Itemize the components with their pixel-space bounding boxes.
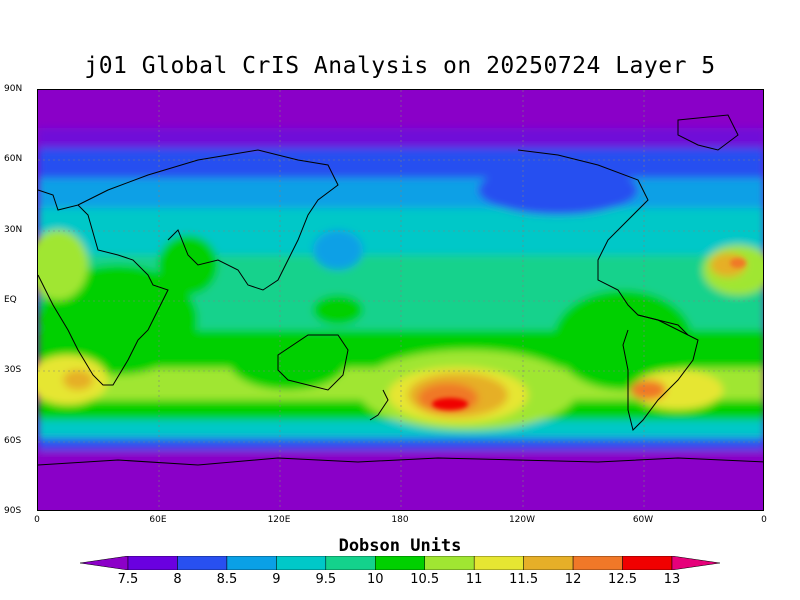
lon-label-120e: 120E — [267, 515, 291, 525]
colorbar-swatch — [325, 556, 376, 570]
lat-label-90n: 90N — [4, 84, 23, 94]
lat-label-60s: 60S — [4, 436, 22, 446]
colorbar-swatch — [127, 556, 178, 570]
lon-label-60e: 60E — [149, 515, 167, 525]
colorbar-tick-label: 9.5 — [315, 572, 337, 587]
colorbar-tick-label: 11.5 — [509, 572, 539, 587]
colorbar-swatch — [375, 556, 425, 570]
colorbar-swatch — [424, 556, 475, 570]
colorbar-tick-label: 12 — [564, 572, 582, 587]
colorbar-tick-label: 7.5 — [117, 572, 139, 587]
colorbar-swatch — [622, 556, 673, 570]
colorbar-swatch — [177, 556, 228, 570]
coastlines — [38, 114, 763, 466]
colorbar-arrow-high — [671, 556, 720, 570]
colorbar-tick-label: 13 — [663, 572, 681, 587]
lat-label-60n: 60N — [4, 154, 23, 164]
colorbar-tick-label: 10.5 — [410, 572, 440, 587]
colorbar-tick-label: 12.5 — [608, 572, 637, 587]
colorbar-tick-label: 8 — [173, 572, 182, 587]
lon-label-0-right: 0 — [761, 515, 767, 525]
colorbar-swatch — [572, 556, 623, 570]
lon-label-120w: 120W — [508, 515, 536, 525]
colorbar-swatch — [276, 556, 327, 570]
lon-label-0-left: 0 — [34, 515, 40, 525]
units-label: Dobson Units — [338, 536, 462, 556]
map-title: j01 Global CrIS Analysis on 20250724 Lay… — [84, 53, 716, 79]
lon-label-60w: 60W — [632, 515, 654, 525]
lat-label-eq: EQ — [4, 295, 17, 305]
colorbar — [80, 556, 720, 570]
colorbar-swatch — [226, 556, 277, 570]
lat-label-30n: 30N — [4, 225, 23, 235]
lon-label-180: 180 — [391, 515, 409, 525]
colorbar-tick-label: 8.5 — [216, 572, 238, 587]
lat-label-90s: 90S — [4, 506, 22, 516]
colorbar-tick-label: 10 — [366, 572, 384, 587]
colorbar-tick-label: 9 — [272, 572, 281, 587]
lat-label-30s: 30S — [4, 365, 22, 375]
ozone-field — [38, 90, 763, 510]
colorbar-arrow-low — [80, 556, 129, 570]
map-area — [37, 89, 764, 511]
colorbar-swatch — [523, 556, 574, 570]
colorbar-swatch — [473, 556, 524, 570]
colorbar-tick-label: 11 — [465, 572, 483, 587]
